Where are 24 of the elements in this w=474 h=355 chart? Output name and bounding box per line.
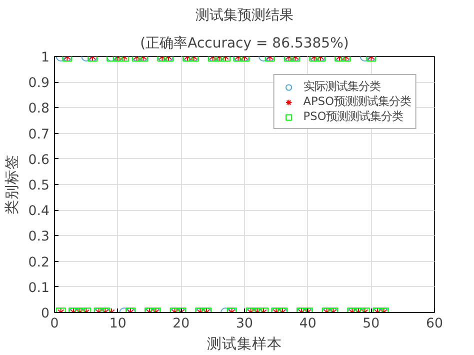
legend-label: PSO预测测试集分类 <box>303 109 404 124</box>
y-tick-label: 1 <box>41 50 50 66</box>
y-tick-label: 0.5 <box>28 178 50 194</box>
y-tick-label: 0.7 <box>28 127 50 142</box>
x-tick-label: 30 <box>236 316 253 332</box>
y-tick-label: 0.2 <box>28 255 50 270</box>
x-tick-label: 40 <box>299 316 316 332</box>
y-tick-label: 0.3 <box>28 230 50 245</box>
chart-title: 测试集预测结果 <box>196 8 294 24</box>
y-tick-label: 0 <box>41 306 50 322</box>
y-tick-label: 0.4 <box>28 204 50 220</box>
y-tick-label: 0.6 <box>28 152 50 168</box>
legend-label: APSO预测测试集分类 <box>303 94 411 109</box>
x-tick-label: 50 <box>362 316 380 332</box>
x-tick-label: 60 <box>426 316 443 332</box>
x-tick-label: 20 <box>172 316 190 332</box>
y-tick-label: 0.8 <box>28 102 50 117</box>
y-tick-label: 0.1 <box>28 280 50 296</box>
y-tick-label: 0.9 <box>28 76 50 92</box>
x-axis-title: 测试集样本 <box>207 336 282 352</box>
y-axis-title: 类别标签 <box>3 154 20 214</box>
chart-subtitle: (正确率Accuracy = 86.5385%) <box>140 36 349 52</box>
x-tick-label: 10 <box>109 316 126 332</box>
legend-label: 实际测试集分类 <box>303 79 380 94</box>
